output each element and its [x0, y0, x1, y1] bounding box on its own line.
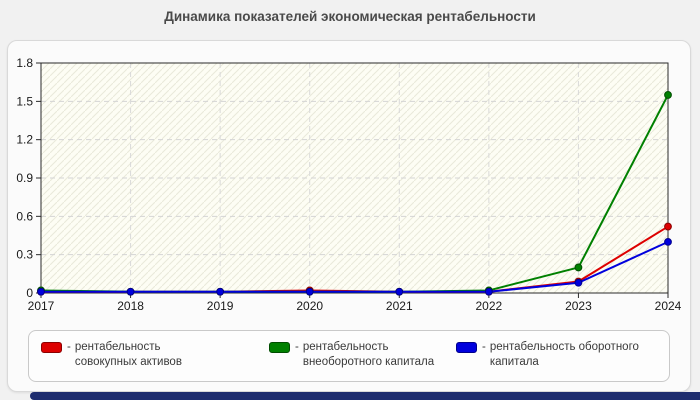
x-axis-tick-label: 2023 — [565, 299, 592, 313]
chart-legend: - рентабельность совокупных активов - ре… — [28, 330, 670, 382]
y-axis-tick-label: 1.5 — [16, 94, 33, 108]
legend-swatch-green — [269, 342, 290, 353]
x-axis-tick-label: 2018 — [117, 299, 144, 313]
y-axis-tick-label: 0.9 — [16, 171, 33, 185]
data-point — [574, 278, 583, 287]
legend-item-total-assets: - рентабельность совокупных активов — [41, 340, 225, 370]
data-point — [395, 287, 404, 296]
legend-label-working-capital: рентабельность оборотного капитала — [489, 341, 639, 368]
y-axis-tick-label: 1.8 — [16, 56, 33, 70]
data-point — [574, 263, 583, 272]
data-point — [484, 287, 493, 296]
legend-separator: - — [67, 341, 71, 353]
x-axis-tick-label: 2022 — [476, 299, 503, 313]
line-chart: 0 0.3 0.6 0.9 1.2 1.5 1.8 2017 2018 2019 2020 2021 2… — [16, 56, 682, 313]
series-line — [40, 240, 669, 293]
x-axis-tick-label: 2019 — [207, 299, 234, 313]
plot-border — [40, 62, 669, 294]
data-point — [664, 237, 672, 246]
x-axis-tick-label: 2021 — [386, 299, 413, 313]
data-point — [37, 287, 45, 296]
chart-title: Динамика показателей экономическая рента… — [164, 9, 536, 24]
x-axis-tick-label: 2024 — [655, 299, 682, 313]
data-point — [216, 287, 225, 296]
y-axis-tick-label: 1.2 — [16, 133, 33, 147]
legend-label-total-assets: рентабельность совокупных активов — [74, 341, 182, 368]
legend-swatch-blue — [456, 342, 477, 353]
x-axis-tick-label: 2020 — [296, 299, 323, 313]
legend-swatch-red — [41, 342, 62, 353]
legend-separator: - — [482, 341, 486, 353]
legend-item-working-capital: - рентабельность оборотного капитала — [456, 340, 642, 370]
legend-separator: - — [295, 341, 299, 353]
legend-label-noncurrent-capital: рентабельность внеоборотного капитала — [302, 341, 435, 368]
data-point — [126, 287, 135, 296]
data-point — [664, 222, 672, 231]
bottom-bar — [30, 392, 700, 400]
data-point — [305, 287, 314, 296]
y-axis-tick-label: 0.6 — [16, 209, 33, 223]
y-axis-tick-label: 0 — [26, 286, 33, 300]
y-axis-tick-label: 0.3 — [16, 248, 33, 262]
chart-card: 0 0.3 0.6 0.9 1.2 1.5 1.8 2017 2018 2019 2020 2021 2… — [7, 40, 691, 392]
x-axis-tick-label: 2017 — [28, 299, 55, 313]
legend-item-noncurrent-capital: - рентабельность внеоборотного капитала — [269, 340, 435, 370]
data-point — [664, 91, 672, 99]
